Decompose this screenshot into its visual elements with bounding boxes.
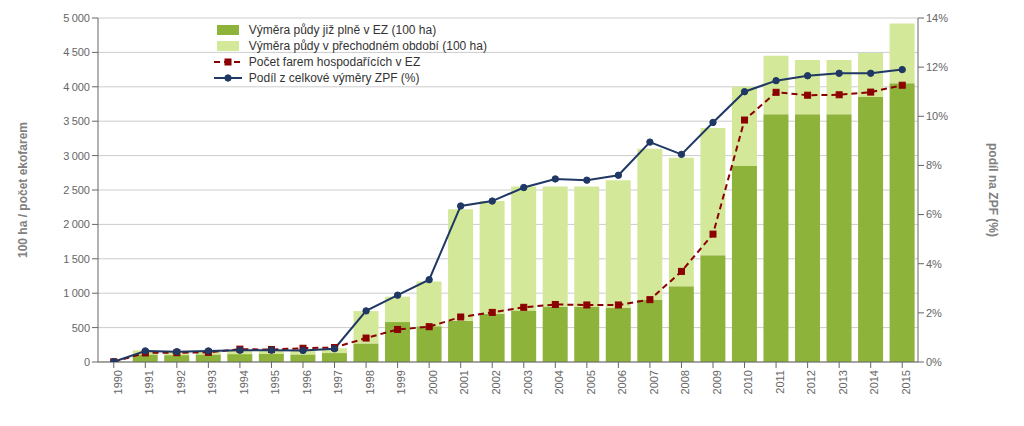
html-text:Výměra půdy již plně v EZ (100: Výměra půdy již plně v EZ (100 ha) [248, 23, 437, 37]
svg-text:2013: 2013 [837, 370, 849, 394]
svg-text:2012: 2012 [805, 370, 817, 394]
svg-text:1992: 1992 [175, 370, 187, 394]
svg-text:1999: 1999 [395, 370, 407, 394]
svg-text:2%: 2% [926, 307, 942, 319]
svg-text:1998: 1998 [364, 370, 376, 394]
svg-text:12%: 12% [926, 61, 948, 73]
svg-text:2001: 2001 [459, 370, 471, 394]
svg-text:2007: 2007 [648, 370, 660, 394]
svg-text:4 500: 4 500 [63, 46, 90, 58]
svg-text:2003: 2003 [522, 370, 534, 394]
svg-text:2011: 2011 [774, 370, 786, 394]
svg-text:4%: 4% [926, 258, 942, 270]
svg-text:2010: 2010 [742, 370, 754, 394]
svg-text:4 000: 4 000 [63, 81, 90, 93]
svg-text:0: 0 [84, 356, 90, 368]
svg-text:2009: 2009 [711, 370, 723, 394]
html-text:Počet farem hospodařících v EZ: Počet farem hospodařících v EZ [248, 55, 421, 69]
svg-text:2008: 2008 [679, 370, 691, 394]
svg-text:14%: 14% [926, 12, 948, 24]
svg-text:10%: 10% [926, 110, 948, 122]
svg-text:1990: 1990 [112, 370, 124, 394]
html-text:Výměra půdy v přechodném obdob: Výměra půdy v přechodném období (100 ha) [248, 39, 487, 53]
svg-text:2 000: 2 000 [63, 218, 90, 230]
svg-text:6%: 6% [926, 208, 942, 220]
svg-text:1991: 1991 [143, 370, 155, 394]
svg-text:podíl na ZPF (%): podíl na ZPF (%) [986, 143, 1000, 237]
svg-text:1995: 1995 [269, 370, 281, 394]
svg-text:100 ha / počet ekofarem: 100 ha / počet ekofarem [16, 122, 30, 258]
svg-text:3 500: 3 500 [63, 115, 90, 127]
svg-text:2014: 2014 [869, 370, 881, 394]
svg-text:500: 500 [72, 322, 90, 334]
svg-text:2 500: 2 500 [63, 184, 90, 196]
svg-text:2015: 2015 [900, 370, 912, 394]
svg-text:5 000: 5 000 [63, 12, 90, 24]
html-text:Podíl z celkové výměry ZPF (%): Podíl z celkové výměry ZPF (%) [248, 71, 420, 85]
svg-text:2004: 2004 [553, 370, 565, 394]
svg-text:0%: 0% [926, 356, 942, 368]
svg-text:1 500: 1 500 [63, 253, 90, 265]
svg-text:2002: 2002 [490, 370, 502, 394]
svg-text:1997: 1997 [332, 370, 344, 394]
svg-text:3 000: 3 000 [63, 150, 90, 162]
svg-text:1996: 1996 [301, 370, 313, 394]
svg-text:1993: 1993 [206, 370, 218, 394]
svg-text:1994: 1994 [238, 370, 250, 394]
svg-text:8%: 8% [926, 159, 942, 171]
svg-text:1 000: 1 000 [63, 287, 90, 299]
svg-text:2006: 2006 [616, 370, 628, 394]
svg-text:2000: 2000 [427, 370, 439, 394]
svg-text:2005: 2005 [585, 370, 597, 394]
